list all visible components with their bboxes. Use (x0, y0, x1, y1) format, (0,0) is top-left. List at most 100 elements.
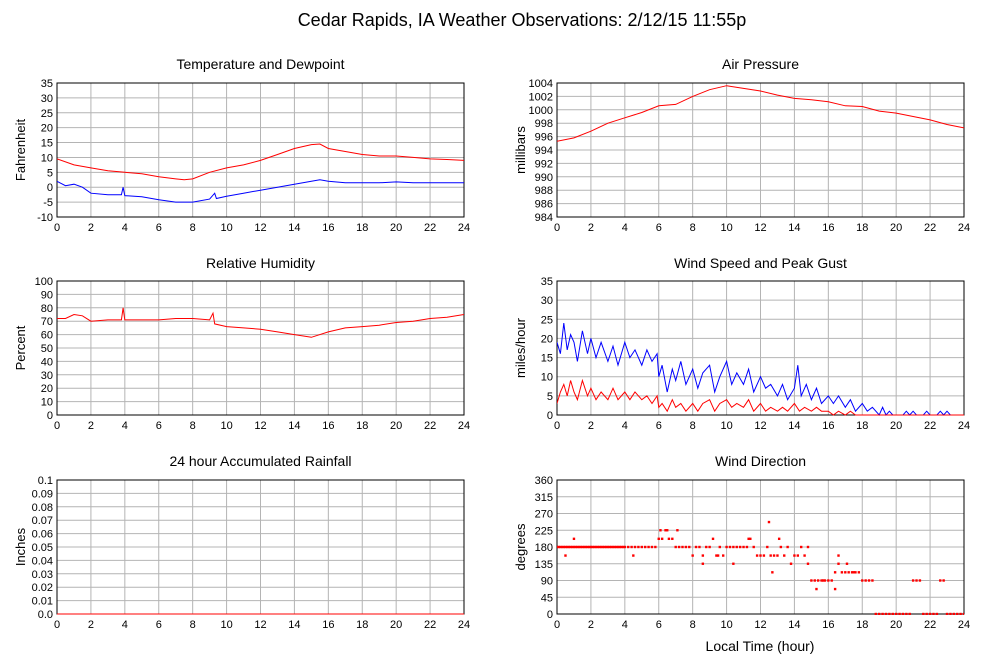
x-tick-label: 4 (122, 420, 128, 432)
series-0 (557, 520, 964, 615)
data-point (599, 545, 603, 549)
y-tick-label: 0 (47, 410, 53, 422)
x-tick-label: 14 (288, 619, 300, 631)
data-point (901, 612, 905, 615)
series-line-0 (57, 143, 464, 181)
data-point (618, 545, 621, 549)
y-tick-label: 0.03 (32, 569, 53, 581)
data-point (738, 545, 742, 549)
x-tick-label: 24 (458, 222, 470, 234)
data-point (769, 554, 772, 557)
data-point (806, 545, 810, 549)
x-tick-label: 10 (720, 222, 732, 234)
data-point (569, 545, 572, 549)
y-tick-label: 994 (535, 145, 553, 157)
data-point (647, 545, 650, 549)
x-tick-label: 20 (890, 420, 902, 432)
data-point (560, 545, 564, 549)
y-tick-label: 0.0 (38, 609, 53, 621)
data-point (962, 612, 964, 615)
data-point (564, 554, 567, 557)
data-point (810, 579, 813, 582)
y-tick-label: 5 (47, 167, 53, 179)
series-line-0 (557, 85, 964, 142)
y-tick-label: 30 (41, 93, 53, 105)
data-point (837, 554, 840, 557)
x-tick-label: 2 (588, 619, 594, 631)
y-tick-label: 990 (535, 172, 553, 184)
chart-title: Air Pressure (722, 56, 799, 72)
data-point (813, 579, 816, 582)
x-tick-label: 22 (424, 222, 436, 234)
y-tick-label: 0.06 (32, 529, 53, 541)
data-point (728, 545, 732, 549)
data-point (559, 545, 562, 549)
data-point (598, 545, 601, 549)
data-point (718, 545, 721, 549)
data-point (815, 587, 818, 591)
y-tick-label: 90 (541, 576, 553, 588)
y-tick-label: 0.05 (32, 542, 53, 554)
x-tick-label: 12 (254, 420, 266, 432)
x-tick-label: 18 (356, 222, 368, 234)
data-point (747, 537, 750, 541)
y-axis-label: Inches (13, 527, 28, 566)
data-point (822, 579, 825, 582)
x-tick-label: 10 (220, 420, 232, 432)
x-tick-label: 16 (322, 619, 334, 631)
data-point (588, 545, 591, 549)
data-point (579, 545, 582, 549)
x-tick-label: 24 (458, 619, 470, 631)
data-point (630, 545, 633, 549)
y-tick-label: 984 (535, 212, 553, 224)
data-point (565, 545, 569, 549)
x-tick-label: 18 (856, 222, 868, 234)
x-tick-label: 8 (690, 420, 696, 432)
y-tick-label: 30 (541, 295, 553, 307)
x-tick-label: 6 (656, 420, 662, 432)
x-tick-label: 0 (554, 420, 560, 432)
data-point (935, 612, 939, 615)
y-tick-label: 225 (535, 525, 553, 537)
data-point (925, 612, 928, 615)
x-tick-label: 6 (156, 619, 162, 631)
data-point (803, 554, 806, 557)
data-point (850, 571, 854, 574)
chart-title: Relative Humidity (206, 255, 315, 271)
y-tick-label: 10 (41, 397, 53, 409)
data-point (766, 545, 769, 549)
x-tick-label: 20 (390, 222, 402, 234)
data-point (823, 579, 827, 582)
data-point (633, 545, 637, 549)
y-axis-label: miles/hour (513, 317, 528, 378)
x-tick-label: 6 (156, 420, 162, 432)
data-point (732, 545, 735, 549)
data-point (659, 529, 662, 532)
y-tick-label: -5 (43, 197, 53, 209)
data-point (779, 545, 783, 549)
data-point (701, 554, 705, 557)
y-tick-label: 992 (535, 158, 553, 170)
y-tick-label: 0.1 (38, 475, 53, 487)
chart-title: Wind Direction (715, 453, 806, 469)
data-point (959, 612, 962, 615)
data-point (852, 571, 855, 574)
data-point (572, 545, 576, 549)
series-line-1 (557, 378, 964, 416)
x-tick-label: 14 (788, 222, 800, 234)
x-tick-label: 18 (856, 420, 868, 432)
data-point (562, 545, 565, 549)
y-tick-label: 0 (547, 609, 553, 621)
y-tick-label: 25 (541, 314, 553, 326)
y-axis-label: degrees (513, 523, 528, 570)
x-tick-label: 4 (622, 420, 628, 432)
data-point (956, 612, 959, 615)
y-tick-label: 100 (35, 276, 53, 288)
data-point (857, 571, 861, 574)
data-point (711, 537, 715, 541)
x-tick-label: 0 (554, 619, 560, 631)
